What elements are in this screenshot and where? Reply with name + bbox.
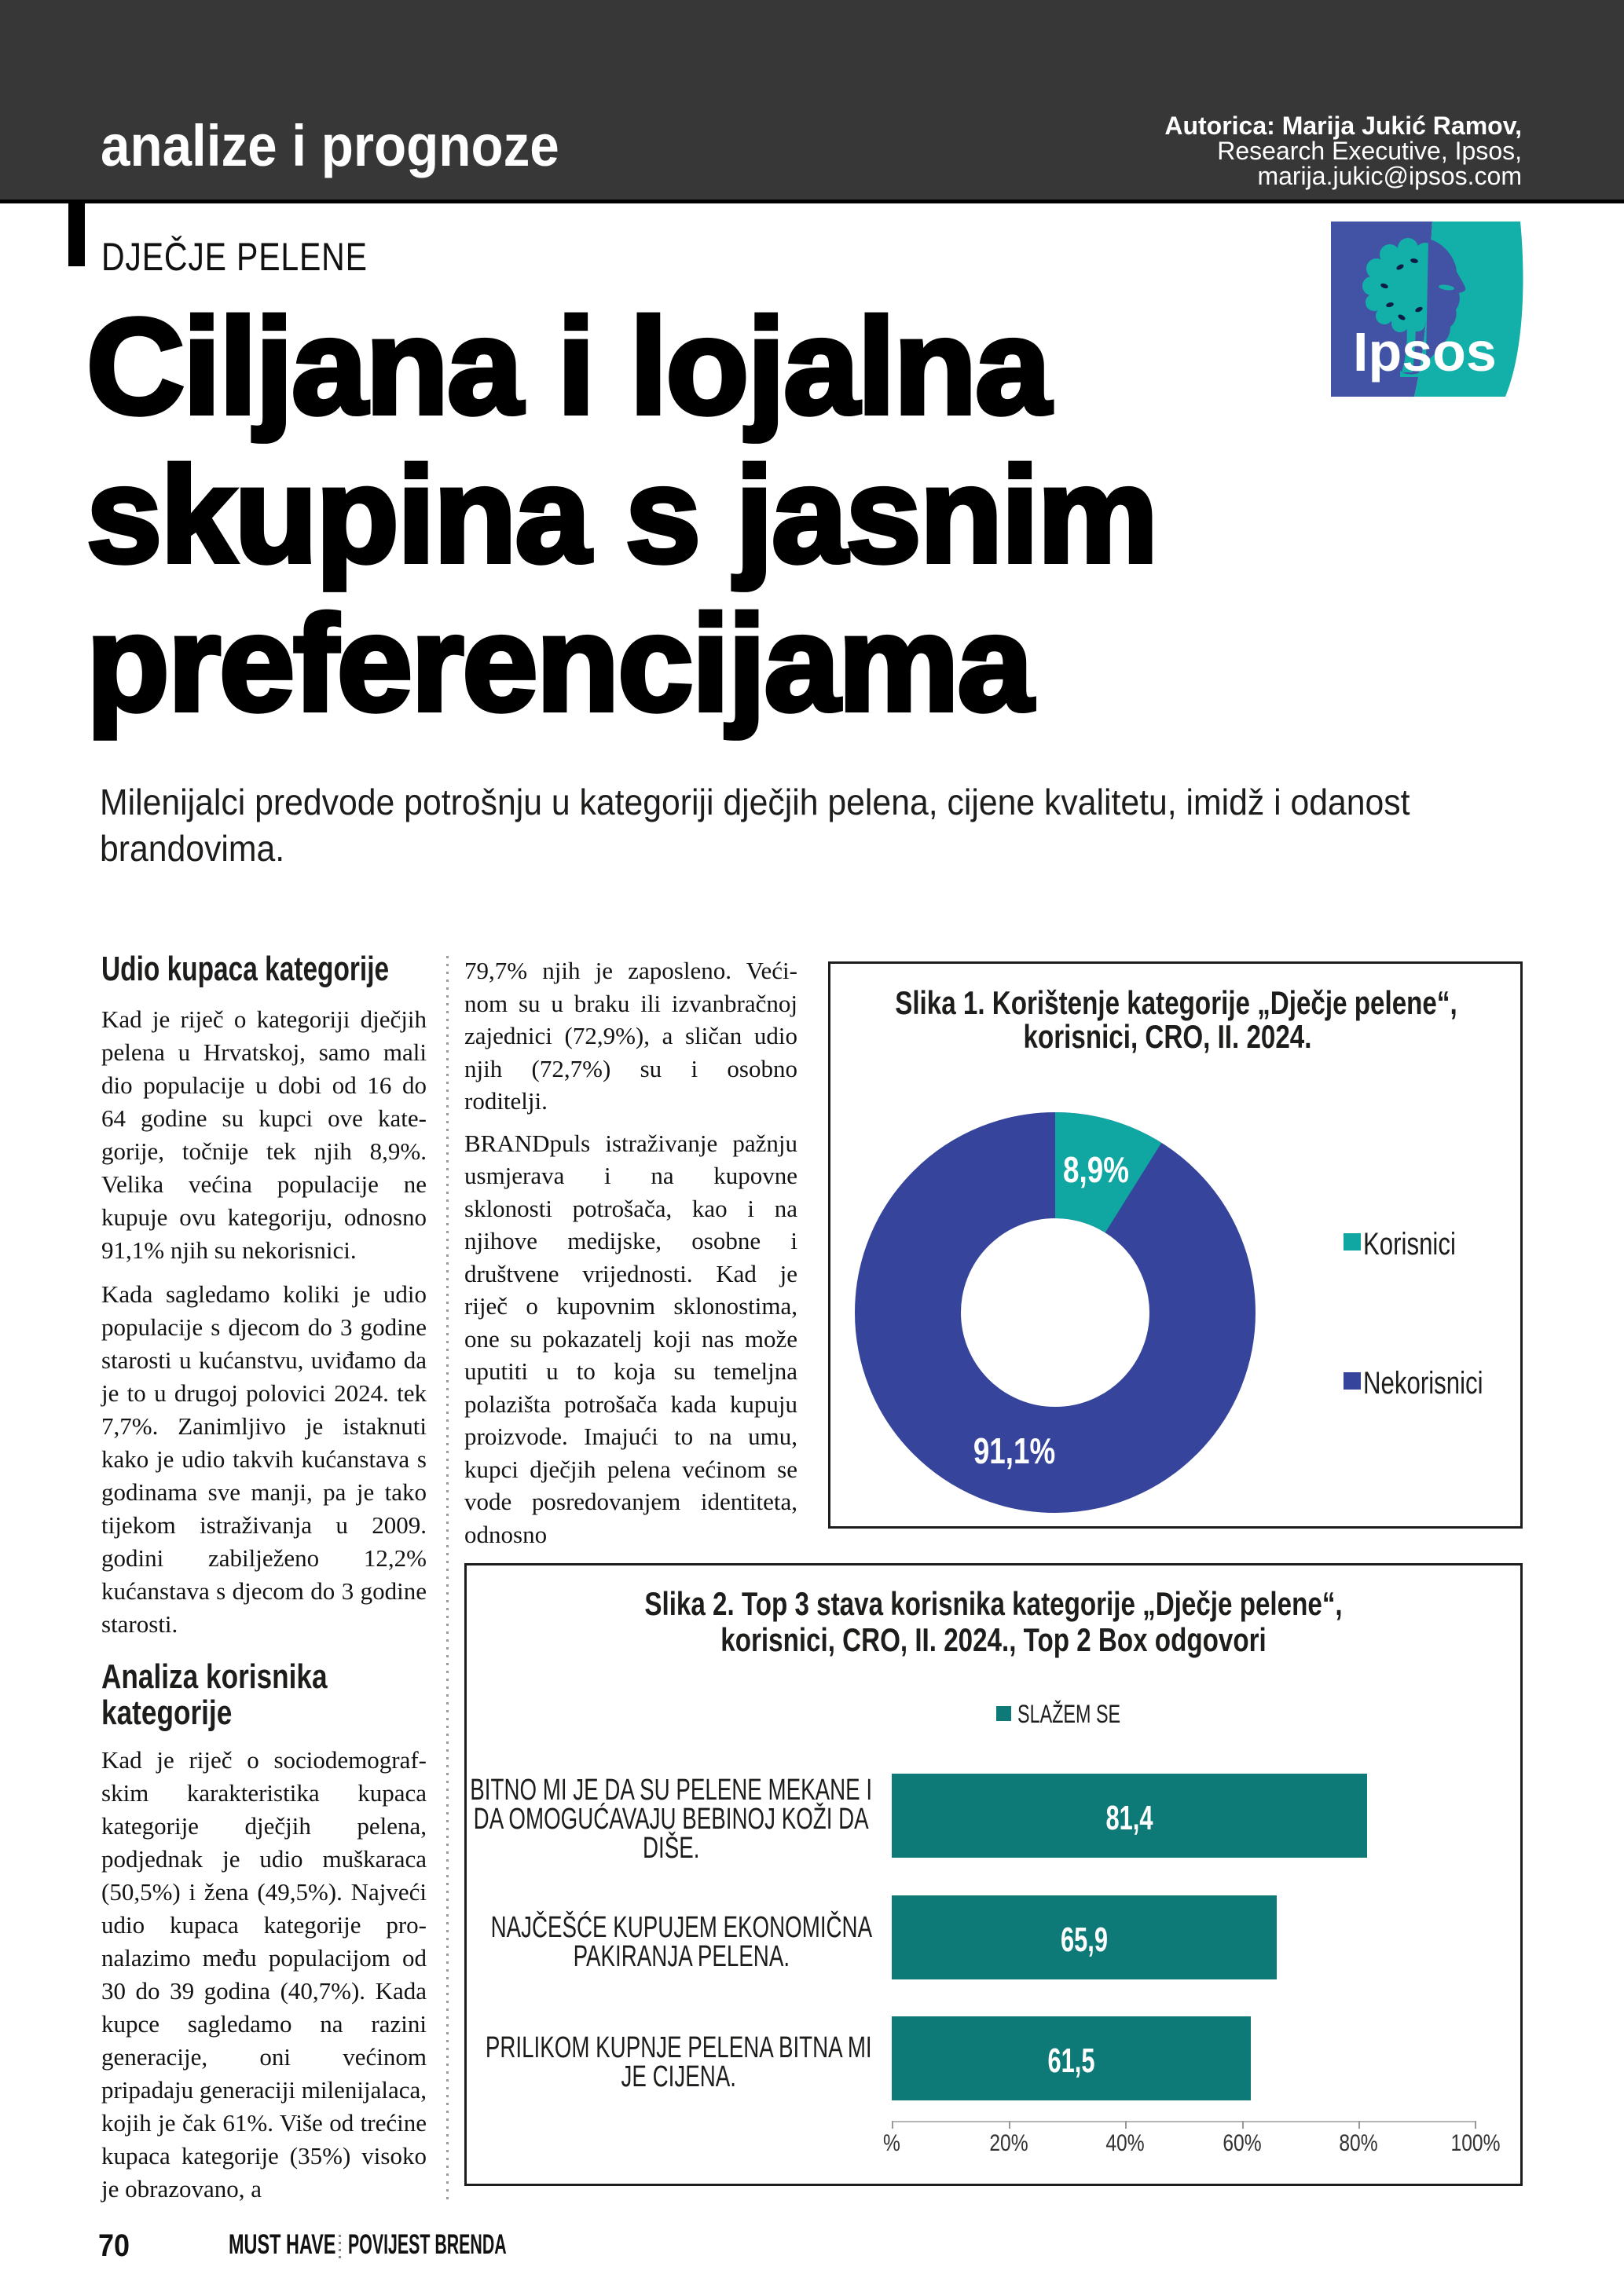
svg-text:Ipsos: Ipsos — [1353, 321, 1497, 383]
